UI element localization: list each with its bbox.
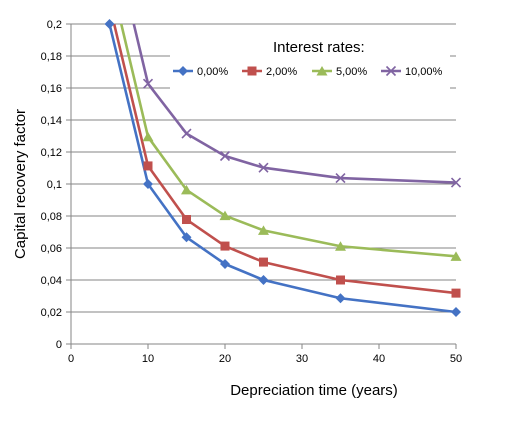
legend-marker xyxy=(178,66,188,76)
legend-label: 2,00% xyxy=(266,66,297,78)
y-tick-label: 0,04 xyxy=(41,275,62,287)
legend-label: 0,00% xyxy=(197,66,228,78)
y-tick-label: 0,02 xyxy=(41,307,62,319)
legend-marker xyxy=(385,65,397,77)
x-tick-label: 10 xyxy=(142,353,154,365)
x-tick-label: 40 xyxy=(373,353,385,365)
x-tick-label: 20 xyxy=(219,353,231,365)
legend-title: Interest rates: xyxy=(273,39,365,56)
data-point xyxy=(450,251,462,261)
data-point xyxy=(258,162,269,173)
data-point xyxy=(336,275,345,285)
x-tick-label: 30 xyxy=(296,353,308,365)
data-point xyxy=(143,161,153,171)
legend-item: 2,00% xyxy=(242,66,297,78)
legend-background xyxy=(170,38,450,90)
y-tick-label: 0,08 xyxy=(41,211,62,223)
legend-marker xyxy=(316,66,328,76)
data-point xyxy=(258,275,269,285)
data-point xyxy=(142,78,154,89)
data-point xyxy=(450,177,462,188)
y-tick-label: 0,2 xyxy=(47,19,62,31)
legend: Interest rates: 0,00% 2,00% 5,00% 10,00% xyxy=(170,38,450,90)
legend-item: 10,00% xyxy=(381,65,443,78)
legend-items: 0,00% 2,00% 5,00% 10,00% xyxy=(173,65,443,78)
data-point xyxy=(258,225,269,235)
data-point xyxy=(219,210,231,221)
data-point xyxy=(219,150,231,162)
y-tick-label: 0,14 xyxy=(41,115,62,127)
data-point xyxy=(220,259,230,269)
legend-item: 0,00% xyxy=(173,66,228,78)
data-point xyxy=(335,293,346,304)
legend-item: 5,00% xyxy=(312,66,367,78)
x-axis-title: Depreciation time (years) xyxy=(230,382,398,399)
legend-marker xyxy=(247,66,257,76)
data-point xyxy=(181,184,192,195)
data-point xyxy=(181,128,192,139)
y-tick-label: 0,12 xyxy=(41,147,62,159)
y-axis-title: Capital recovery factor xyxy=(12,109,29,259)
data-point xyxy=(142,131,154,142)
data-point xyxy=(143,179,153,189)
y-tick-label: 0,16 xyxy=(41,83,62,95)
data-point xyxy=(181,232,192,243)
data-point xyxy=(451,307,461,317)
data-point xyxy=(259,257,268,267)
legend-label: 5,00% xyxy=(336,66,367,78)
data-point xyxy=(220,241,230,251)
data-point xyxy=(451,288,461,298)
y-tick-label: 0,06 xyxy=(41,243,62,255)
data-point xyxy=(182,215,191,225)
y-tick-label: 0 xyxy=(56,339,62,351)
data-point xyxy=(335,241,346,251)
series-markers xyxy=(104,19,462,317)
axes xyxy=(66,23,457,349)
data-point xyxy=(335,173,346,184)
x-tick-label: 50 xyxy=(450,353,462,365)
data-point xyxy=(104,19,115,29)
legend-label: 10,00% xyxy=(405,66,443,78)
tick-labels: 0 0,02 0,04 0,06 0,08 0,1 0,12 0,14 0,16 0,18 0,2 0… xyxy=(41,19,463,365)
x-tick-label: 0 xyxy=(68,353,74,365)
y-tick-label: 0,18 xyxy=(41,51,62,63)
y-tick-label: 0,1 xyxy=(47,179,62,191)
